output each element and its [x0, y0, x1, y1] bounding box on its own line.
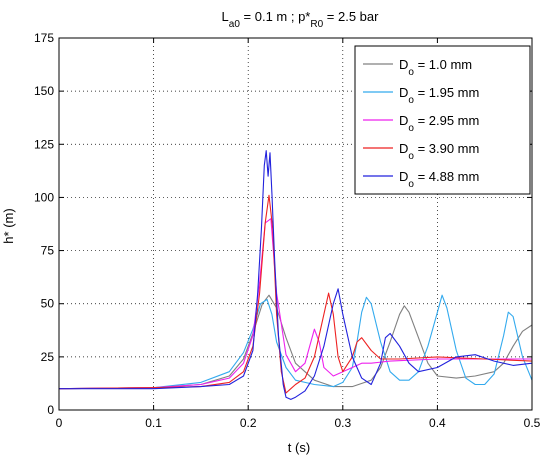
y-tick-label: 175: [34, 31, 54, 45]
y-tick-label: 100: [34, 190, 54, 204]
y-tick-label: 150: [34, 84, 54, 98]
x-tick-label: 0: [56, 416, 63, 430]
x-tick-label: 0.2: [240, 416, 257, 430]
chart-title: La0 = 0.1 m ; p*R0 = 2.5 bar: [222, 9, 380, 30]
legend-label-4: Do = 3.90 mm: [399, 141, 479, 162]
y-tick-label: 125: [34, 137, 54, 151]
y-tick-label: 75: [41, 244, 55, 258]
series-line-5: [59, 150, 533, 400]
y-tick-label: 50: [41, 297, 55, 311]
legend-label-5: Do = 4.88 mm: [399, 169, 479, 190]
y-tick-label: 0: [47, 403, 54, 417]
y-tick-label: 25: [41, 350, 55, 364]
title-tail: = 2.5 bar: [323, 9, 379, 24]
legend-label-1: Do = 1.0 mm: [399, 57, 472, 78]
x-tick-label: 0.5: [524, 416, 541, 430]
series-group: [58, 150, 533, 400]
legend-label-2: Do = 1.95 mm: [399, 85, 479, 106]
title-l-sub: a0: [229, 19, 241, 30]
series-line-2: [58, 294, 533, 390]
x-axis-label: t (s): [288, 440, 310, 455]
title-mid: = 0.1 m ; p*: [240, 9, 310, 24]
axes-frame: [58, 37, 533, 411]
series-line-3: [58, 218, 532, 390]
x-tick-label: 0.3: [334, 416, 351, 430]
x-tick-label: 0.1: [145, 416, 162, 430]
legend-label-3: Do = 2.95 mm: [399, 113, 479, 134]
x-tick-label: 0.4: [429, 416, 446, 430]
y-axis-label: h* (m): [1, 208, 16, 243]
title-l: L: [222, 9, 229, 24]
title-p-sub: R0: [310, 19, 323, 30]
axes: 0 0.1 0.2 0.3 0.4 0.5 0 25 50 75 100 125 150 175: [34, 31, 541, 430]
legend: Do = 1.0 mm Do = 1.95 mm Do = 2.95 mm Do = …: [354, 45, 531, 195]
grid: [59, 38, 532, 410]
